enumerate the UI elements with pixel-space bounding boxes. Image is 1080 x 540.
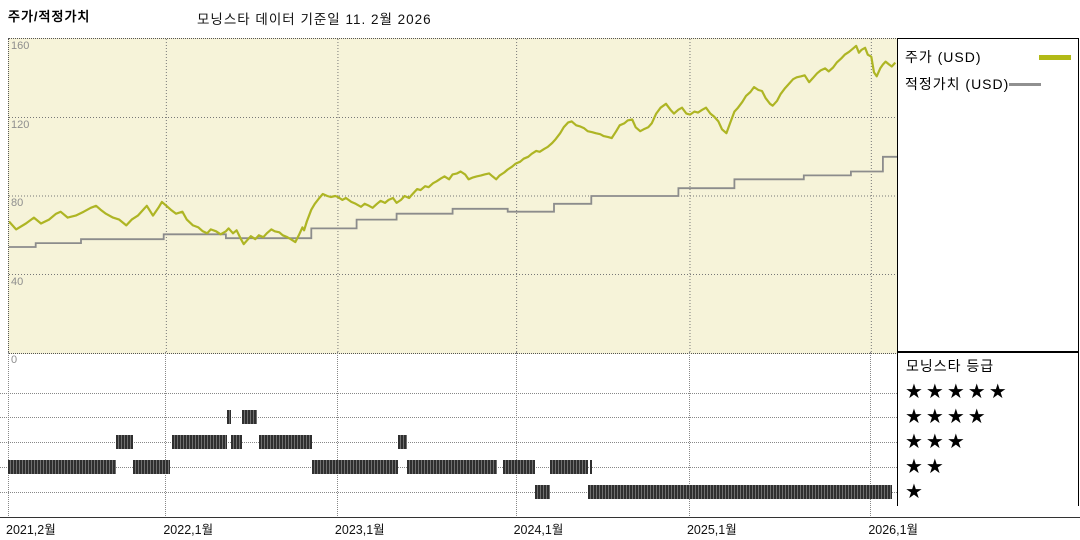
legend-box: 주가 (USD) 적정가치 (USD) [897, 38, 1079, 352]
chart-subtitle: 모닝스타 데이터 기준일 11. 2월 2026 [197, 12, 432, 27]
rating-bar-3-star-1 [115, 435, 134, 449]
star-rating-row-3: ★★★ [905, 431, 968, 453]
y-tick-160: 160 [11, 40, 30, 52]
rating-legend-panel: 모닝스타 등급 ★★★★★ ★★★★ ★★★ ★★ ★ [897, 352, 1079, 506]
legend-item-fair-value: 적정가치 (USD) [905, 74, 1071, 94]
rating-row-line-5-star [0, 393, 897, 394]
y-tick-0: 0 [11, 354, 18, 366]
rating-bar-3-star-3 [171, 435, 227, 449]
star-rating-row-4: ★★★★ [905, 406, 989, 428]
star-rating-row-1: ★ [905, 481, 926, 503]
rating-bar-4-star-4 [226, 410, 232, 424]
star-rating-row-5: ★★★★★ [905, 381, 1010, 403]
rating-v-gridline-0 [8, 352, 9, 516]
rating-bar-3-star-7 [258, 435, 312, 449]
rating-bar-2-star-10 [407, 460, 497, 474]
fair-value-line-swatch [1009, 82, 1042, 86]
rating-bar-2-star-14 [590, 460, 593, 474]
rating-row-line-4-star [0, 417, 897, 418]
x-tick-label-0: 2021,2월 [6, 523, 56, 537]
rating-bar-2-star-13 [550, 460, 588, 474]
y-tick-120: 120 [11, 118, 30, 131]
rating-row-line-3-star [0, 442, 897, 443]
rating-bar-1-star-12 [535, 485, 551, 499]
x-tick-label-5: 2026,1월 [868, 523, 919, 537]
rating-v-gridline-4 [688, 352, 690, 516]
page-title: 주가/적정가치 [8, 9, 91, 24]
fair-value-line [9, 155, 898, 248]
rating-panel-title: 모닝스타 등급 [906, 358, 995, 374]
rating-bar-2-star-2 [133, 460, 170, 474]
price-plot-area [8, 38, 898, 354]
rating-bar-4-star-6 [241, 410, 257, 424]
rating-bar-2-star-8 [312, 460, 399, 474]
x-axis-line [0, 517, 1080, 518]
rating-row-line-1-star [0, 492, 897, 493]
x-tick-label-3: 2024,1월 [513, 523, 564, 537]
legend-item-price: 주가 (USD) [905, 47, 1071, 67]
legend-fair-value-label: 적정가치 (USD) [905, 76, 1010, 92]
x-tick-label-2: 2023,1월 [334, 523, 385, 537]
rating-v-gridline-1 [165, 352, 167, 516]
rating-bar-1-star-15 [587, 485, 893, 499]
price-line-swatch [1039, 54, 1071, 60]
rating-bar-3-star-5 [231, 435, 242, 449]
price-chart-svg [9, 39, 898, 353]
rating-v-gridline-5 [870, 352, 872, 516]
price-line [9, 44, 897, 246]
x-tick-label-4: 2025,1월 [686, 523, 737, 537]
rating-bar-3-star-9 [398, 435, 408, 449]
rating-bar-2-star-0 [8, 460, 116, 474]
rating-v-gridline-2 [336, 352, 338, 516]
x-tick-label-1: 2022,1월 [163, 523, 214, 537]
legend-price-label: 주가 (USD) [905, 49, 982, 65]
rating-bar-2-star-11 [503, 460, 536, 474]
star-rating-row-2: ★★ [905, 456, 947, 478]
rating-v-gridline-3 [515, 352, 517, 516]
y-tick-40: 40 [11, 275, 24, 288]
y-tick-80: 80 [11, 197, 24, 209]
rating-timeline [0, 352, 897, 517]
